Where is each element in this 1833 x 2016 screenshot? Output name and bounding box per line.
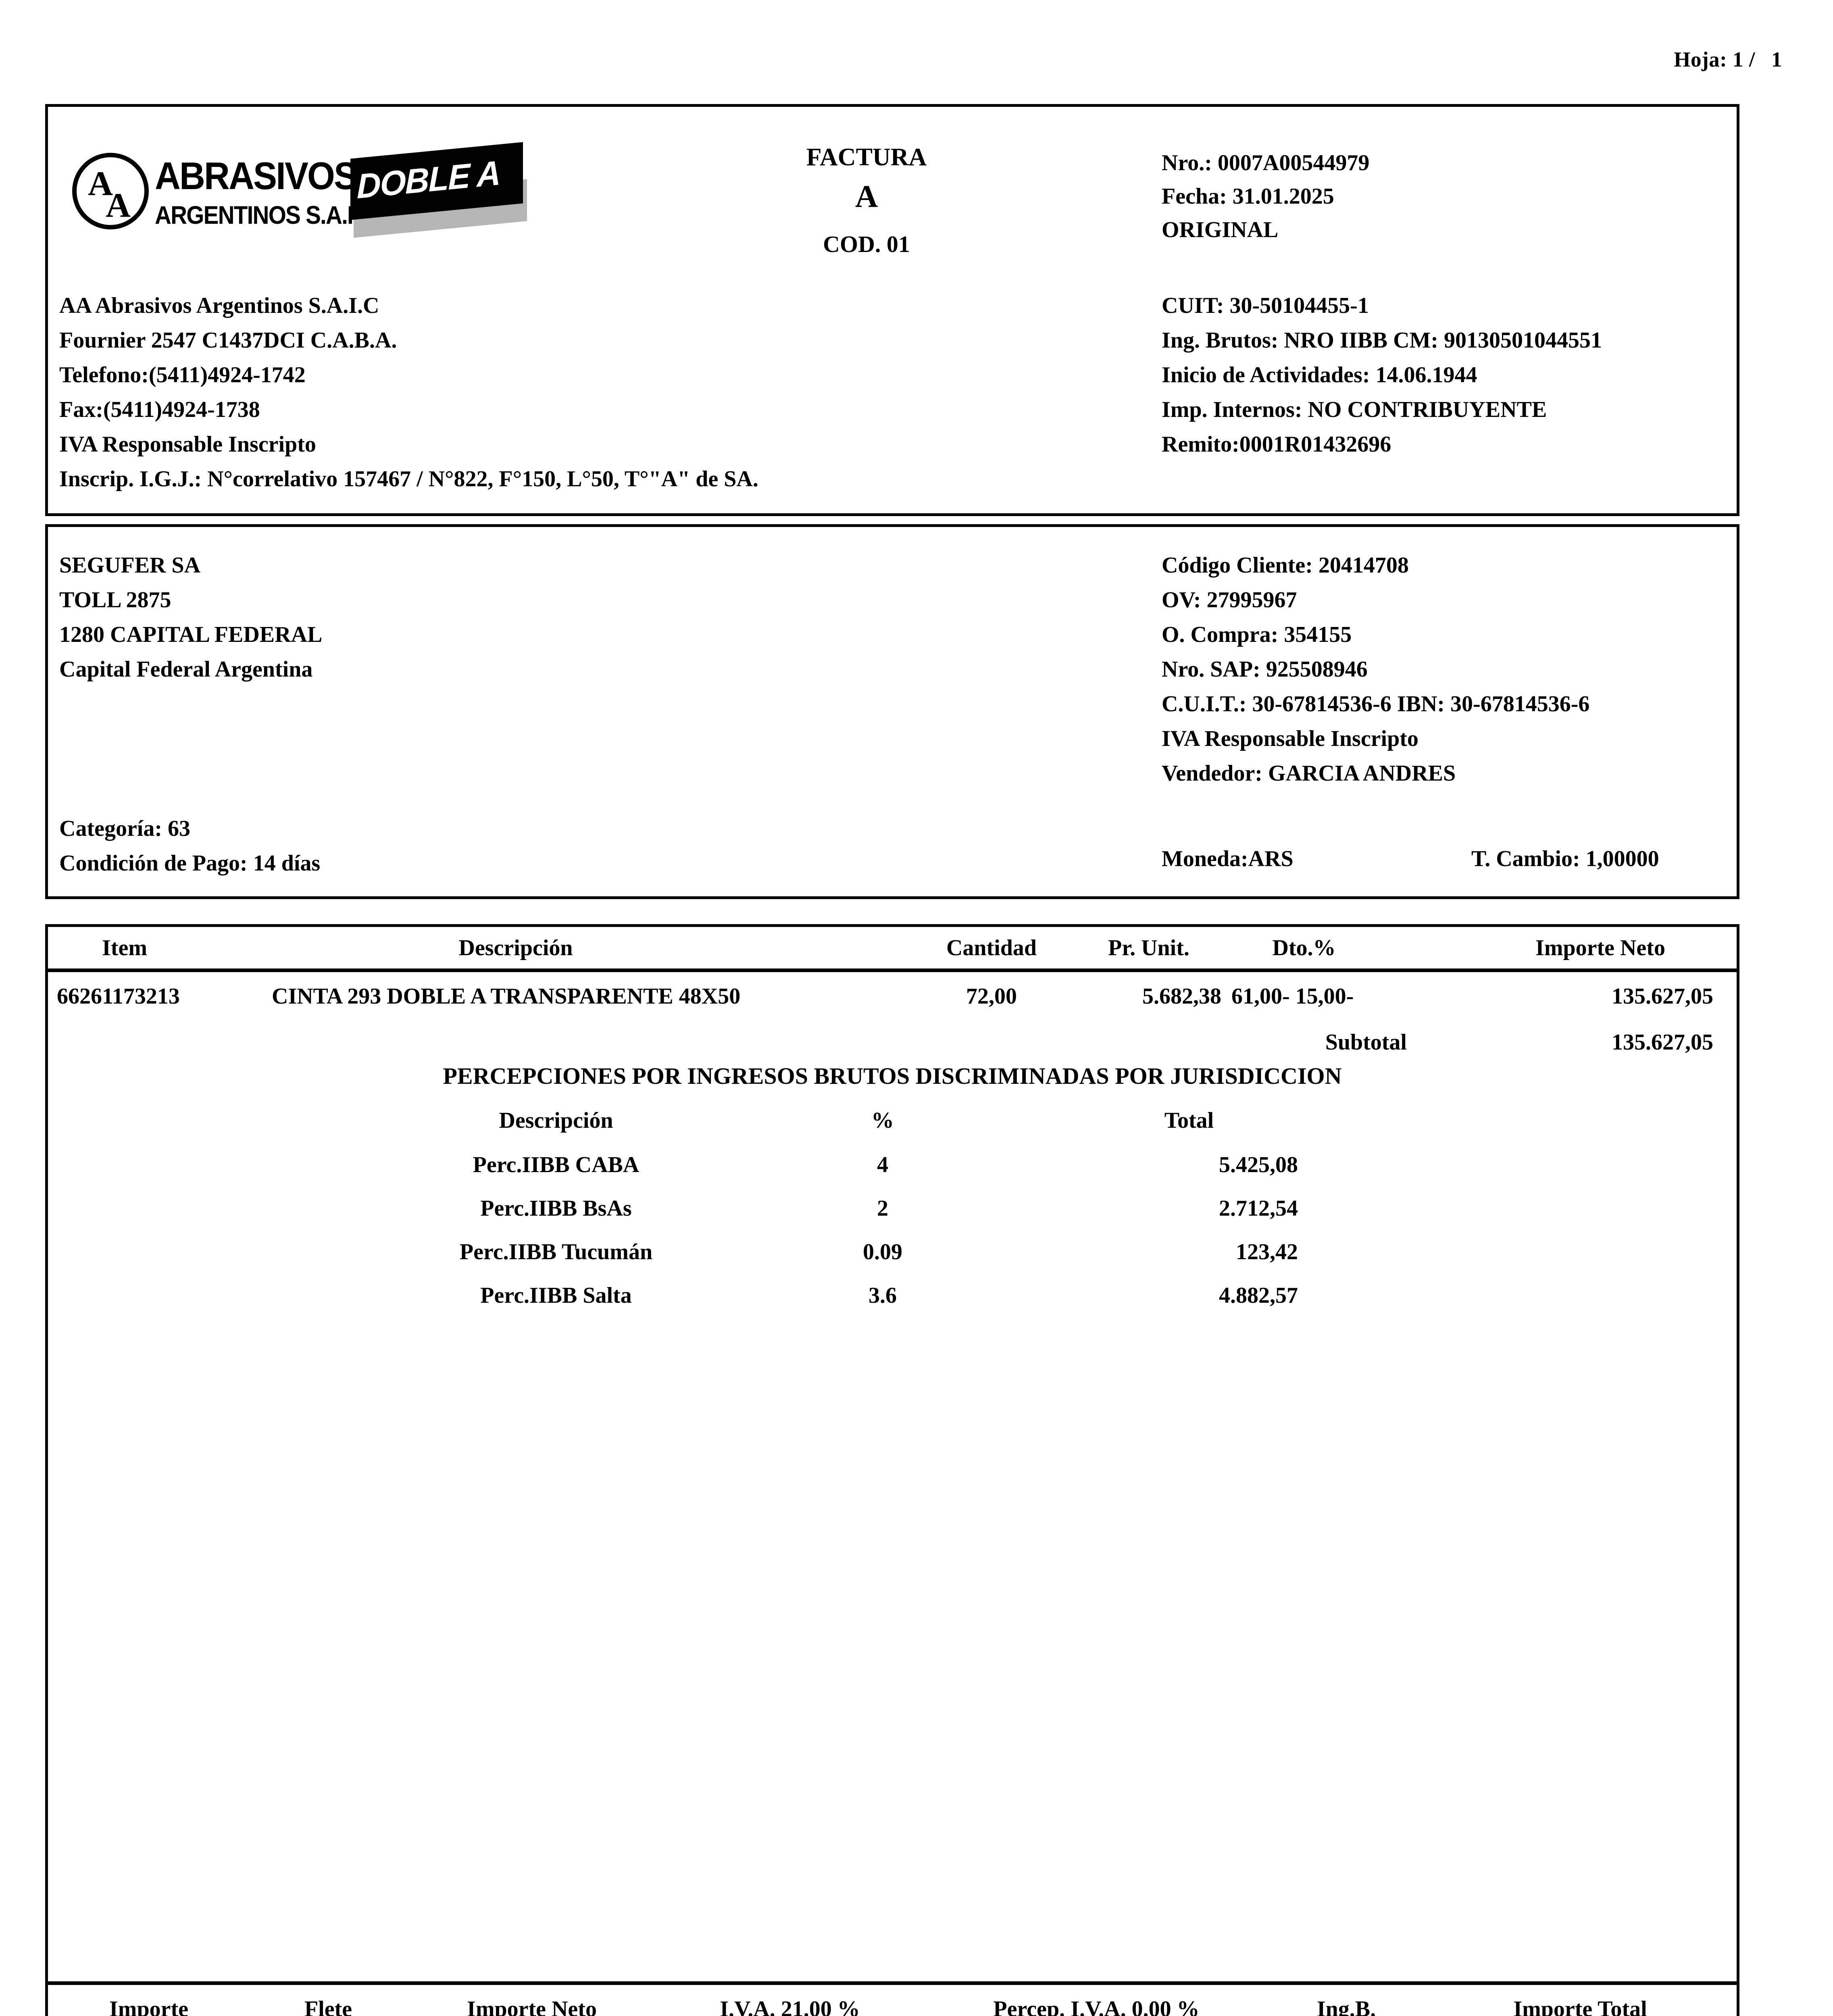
totals-rule (48, 1981, 1737, 1985)
total-header-percep-iva: Percep. I.V.A. 0.00 % (993, 1997, 1200, 2016)
customer-purchase-order: O. Compra: 354155 (1162, 622, 1352, 647)
doble-a-brand-logo: DOBLE A (350, 142, 528, 238)
issuer-ingresos-brutos: Ing. Brutos: NRO IIBB CM: 90130501044551 (1162, 328, 1602, 353)
invoice-type-letter: A (855, 179, 878, 214)
perc-col-header-total: Total (1164, 1108, 1214, 1133)
issuer-remito: Remito:0001R01432696 (1162, 432, 1391, 457)
customer-name: SEGUFER SA (59, 553, 201, 578)
perc-row-3-pct: 3.6 (869, 1283, 897, 1308)
perc-col-header-descripcion: Descripción (499, 1108, 613, 1133)
invoice-type-block: FACTURA A COD. 01 (770, 143, 963, 258)
perc-row-0-descripcion: Perc.IIBB CABA (473, 1152, 639, 1177)
subtotal-value: 135.627,05 (1612, 1030, 1713, 1055)
company-logo: A A ABRASIVOS ARGENTINOS S.A.I.C. DOBLE … (72, 142, 653, 238)
aa-mark-letter-2: A (106, 186, 131, 225)
company-wordmark-line1: ABRASIVOS (155, 154, 358, 198)
sheet-label: Hoja: 1 / (1674, 48, 1755, 71)
customer-meta-details: Código Cliente: 20414708 OV: 27995967 O.… (1162, 548, 1589, 791)
customer-iva-condition: IVA Responsable Inscripto (1162, 726, 1418, 751)
items-box: Item Descripción Cantidad Pr. Unit. Dto.… (45, 924, 1739, 2016)
issuer-iva-condition: IVA Responsable Inscripto (59, 432, 316, 457)
col-header-item: Item (102, 935, 147, 960)
perc-row-0-pct: 4 (877, 1152, 888, 1177)
customer-cuit-ibn: C.U.I.T.: 30-67814536-6 IBN: 30-67814536… (1162, 691, 1590, 716)
perc-row-3-descripcion: Perc.IIBB Salta (480, 1283, 632, 1308)
col-header-pr-unit: Pr. Unit. (1108, 935, 1189, 960)
customer-payment-condition: Condición de Pago: 14 días (59, 851, 321, 876)
percepciones-title: PERCEPCIONES POR INGRESOS BRUTOS DISCRIM… (443, 1063, 1342, 1089)
customer-categoria: Categoría: 63 (59, 816, 191, 841)
cell-pr-unit: 5.682,38 (1142, 984, 1221, 1009)
issuer-inicio-actividades: Inicio de Actividades: 14.06.1944 (1162, 362, 1477, 387)
total-header-ing-b: Ing.B. (1316, 1997, 1376, 2016)
invoice-copy-type: ORIGINAL (1162, 217, 1279, 242)
items-table-header: Item Descripción Cantidad Pr. Unit. Dto.… (48, 927, 1737, 971)
perc-col-header-pct: % (871, 1108, 894, 1133)
customer-salesperson: Vendedor: GARCIA ANDRES (1162, 761, 1456, 786)
customer-country: Capital Federal Argentina (59, 657, 313, 682)
perc-row-0-total: 5.425,08 (1219, 1152, 1298, 1177)
perc-row-3-total: 4.882,57 (1219, 1283, 1298, 1308)
total-header-importe-neto: Importe Neto (467, 1997, 597, 2016)
total-header-iva: I.V.A. 21.00 % (720, 1997, 860, 2016)
issuer-name: AA Abrasivos Argentinos S.A.I.C (59, 293, 379, 318)
subtotal-label: Subtotal (1325, 1030, 1407, 1055)
col-header-importe-neto: Importe Neto (1535, 935, 1665, 960)
total-header-importe-total: Importe Total (1513, 1997, 1647, 2016)
customer-address: TOLL 2875 (59, 587, 171, 612)
customer-city: 1280 CAPITAL FEDERAL (59, 622, 323, 647)
customer-box: SEGUFER SA TOLL 2875 1280 CAPITAL FEDERA… (45, 524, 1739, 899)
invoice-meta-block: Nro.: 0007A00544979 Fecha: 31.01.2025 OR… (1162, 146, 1369, 247)
col-header-descripcion: Descripción (458, 935, 573, 960)
company-wordmark: ABRASIVOS ARGENTINOS S.A.I.C. (155, 157, 405, 228)
issuer-fax: Fax:(5411)4924-1738 (59, 397, 260, 422)
perc-row-2-total: 123,42 (1236, 1239, 1298, 1264)
company-wordmark-line2: ARGENTINOS S.A.I.C. (155, 201, 381, 229)
cell-importe-neto: 135.627,05 (1612, 984, 1713, 1009)
issuer-tax-details: CUIT: 30-50104455-1 Ing. Brutos: NRO IIB… (1162, 288, 1602, 462)
perc-row-2-pct: 0.09 (863, 1239, 902, 1264)
sheet-total: 1 (1771, 48, 1782, 71)
customer-code: Código Cliente: 20414708 (1162, 553, 1409, 578)
doble-a-text: DOBLE A (357, 153, 500, 206)
items-header-rule (48, 968, 1737, 972)
issuer-impuestos-internos: Imp. Internos: NO CONTRIBUYENTE (1162, 397, 1547, 422)
cell-item: 66261173213 (57, 984, 180, 1009)
issuer-registration: Inscrip. I.G.J.: N°correlativo 157467 / … (59, 467, 758, 492)
customer-sap-number: Nro. SAP: 925508946 (1162, 657, 1368, 682)
invoice-date: Fecha: 31.01.2025 (1162, 184, 1334, 209)
issuer-address: Fournier 2547 C1437DCI C.A.B.A. (59, 328, 397, 353)
col-header-cantidad: Cantidad (946, 935, 1037, 960)
col-header-dto: Dto.% (1272, 935, 1336, 960)
aa-mark-letter-1: A (88, 164, 113, 203)
customer-terms: Categoría: 63 Condición de Pago: 14 días (59, 811, 320, 881)
perc-row-1-descripcion: Perc.IIBB BsAs (480, 1196, 632, 1221)
sheet-indicator: Hoja: 1 / 1 (0, 48, 1782, 72)
cell-descripcion: CINTA 293 DOBLE A TRANSPARENTE 48X50 (272, 984, 741, 1009)
perc-row-1-total: 2.712,54 (1219, 1196, 1298, 1221)
invoice-type-word: FACTURA (806, 144, 927, 171)
aa-oval-icon: A A (72, 153, 149, 229)
perc-row-1-pct: 2 (877, 1196, 888, 1221)
issuer-cuit: CUIT: 30-50104455-1 (1162, 293, 1369, 318)
customer-ov: OV: 27995967 (1162, 587, 1297, 612)
issuer-header-box: A A ABRASIVOS ARGENTINOS S.A.I.C. DOBLE … (45, 104, 1739, 516)
exchange-rate: T. Cambio: 1,00000 (1471, 846, 1659, 871)
total-header-flete: Flete (304, 1997, 352, 2016)
invoice-type-code: COD. 01 (823, 231, 910, 257)
issuer-phone: Telefono:(5411)4924-1742 (59, 362, 306, 387)
cell-dto: 61,00- 15,00- (1231, 984, 1354, 1009)
cell-cantidad: 72,00 (966, 984, 1017, 1009)
perc-row-2-descripcion: Perc.IIBB Tucumán (459, 1239, 653, 1264)
issuer-details: AA Abrasivos Argentinos S.A.I.C Fournier… (59, 288, 758, 496)
customer-details: SEGUFER SA TOLL 2875 1280 CAPITAL FEDERA… (59, 548, 322, 687)
total-header-importe: Importe (109, 1997, 188, 2016)
invoice-number: Nro.: 0007A00544979 (1162, 150, 1370, 175)
currency-code: Moneda:ARS (1162, 846, 1294, 871)
